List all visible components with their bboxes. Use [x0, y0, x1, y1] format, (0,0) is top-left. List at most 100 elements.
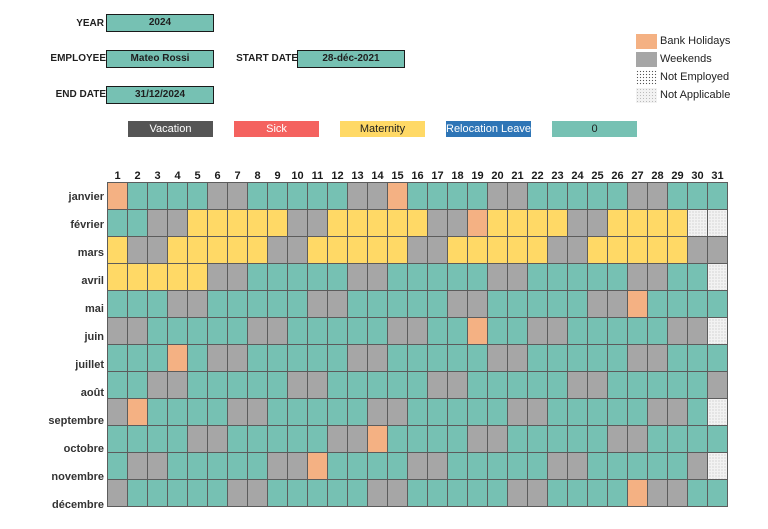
day-cell[interactable]	[567, 371, 588, 399]
day-cell[interactable]	[667, 209, 688, 237]
day-cell[interactable]	[567, 209, 588, 237]
day-cell[interactable]	[587, 479, 608, 507]
day-cell[interactable]	[327, 344, 348, 372]
day-cell[interactable]	[167, 371, 188, 399]
day-cell[interactable]	[547, 371, 568, 399]
day-cell[interactable]	[307, 263, 328, 291]
category-sick[interactable]: Sick	[234, 121, 319, 137]
day-cell[interactable]	[547, 263, 568, 291]
day-cell[interactable]	[467, 371, 488, 399]
day-cell[interactable]	[407, 425, 428, 453]
day-cell[interactable]	[347, 290, 368, 318]
day-cell[interactable]	[687, 452, 708, 480]
day-cell[interactable]	[247, 344, 268, 372]
day-cell[interactable]	[647, 452, 668, 480]
day-cell[interactable]	[247, 182, 268, 210]
day-cell[interactable]	[107, 344, 128, 372]
day-cell[interactable]	[127, 398, 148, 426]
day-cell[interactable]	[247, 452, 268, 480]
day-cell[interactable]	[547, 317, 568, 345]
day-cell[interactable]	[667, 317, 688, 345]
day-cell[interactable]	[427, 371, 448, 399]
day-cell[interactable]	[407, 452, 428, 480]
day-cell[interactable]	[587, 263, 608, 291]
day-cell[interactable]	[347, 398, 368, 426]
day-cell[interactable]	[487, 479, 508, 507]
day-cell[interactable]	[427, 452, 448, 480]
day-cell[interactable]	[627, 425, 648, 453]
day-cell[interactable]	[527, 344, 548, 372]
day-cell[interactable]	[207, 263, 228, 291]
day-cell[interactable]	[607, 398, 628, 426]
day-cell[interactable]	[507, 344, 528, 372]
day-cell[interactable]	[447, 209, 468, 237]
day-cell[interactable]	[687, 371, 708, 399]
day-cell[interactable]	[127, 371, 148, 399]
day-cell[interactable]	[607, 425, 628, 453]
day-cell[interactable]	[527, 290, 548, 318]
day-cell[interactable]	[707, 182, 728, 210]
day-cell[interactable]	[227, 344, 248, 372]
day-cell[interactable]	[467, 290, 488, 318]
day-cell[interactable]	[427, 182, 448, 210]
day-cell[interactable]	[427, 425, 448, 453]
day-cell[interactable]	[287, 209, 308, 237]
day-cell[interactable]	[447, 452, 468, 480]
day-cell[interactable]	[387, 263, 408, 291]
day-cell[interactable]	[647, 290, 668, 318]
day-cell[interactable]	[427, 344, 448, 372]
day-cell[interactable]	[547, 398, 568, 426]
day-cell[interactable]	[447, 398, 468, 426]
day-cell[interactable]	[227, 290, 248, 318]
day-cell[interactable]	[527, 317, 548, 345]
day-cell[interactable]	[547, 182, 568, 210]
day-cell[interactable]	[267, 344, 288, 372]
day-cell[interactable]	[147, 209, 168, 237]
day-cell[interactable]	[707, 479, 728, 507]
day-cell[interactable]	[587, 317, 608, 345]
day-cell[interactable]	[707, 317, 728, 345]
day-cell[interactable]	[547, 236, 568, 264]
day-cell[interactable]	[347, 479, 368, 507]
day-cell[interactable]	[607, 209, 628, 237]
day-cell[interactable]	[107, 182, 128, 210]
category-vacation[interactable]: Vacation	[128, 121, 213, 137]
day-cell[interactable]	[507, 236, 528, 264]
day-cell[interactable]	[347, 425, 368, 453]
day-cell[interactable]	[307, 371, 328, 399]
day-cell[interactable]	[167, 479, 188, 507]
day-cell[interactable]	[187, 182, 208, 210]
day-cell[interactable]	[487, 290, 508, 318]
day-cell[interactable]	[567, 479, 588, 507]
day-cell[interactable]	[247, 425, 268, 453]
day-cell[interactable]	[447, 425, 468, 453]
day-cell[interactable]	[127, 236, 148, 264]
day-cell[interactable]	[567, 425, 588, 453]
day-cell[interactable]	[547, 479, 568, 507]
day-cell[interactable]	[607, 236, 628, 264]
day-cell[interactable]	[367, 317, 388, 345]
day-cell[interactable]	[447, 236, 468, 264]
day-cell[interactable]	[227, 398, 248, 426]
day-cell[interactable]	[227, 371, 248, 399]
day-cell[interactable]	[187, 236, 208, 264]
day-cell[interactable]	[127, 290, 148, 318]
day-cell[interactable]	[107, 236, 128, 264]
day-cell[interactable]	[427, 290, 448, 318]
day-cell[interactable]	[187, 398, 208, 426]
day-cell[interactable]	[707, 236, 728, 264]
day-cell[interactable]	[487, 452, 508, 480]
day-cell[interactable]	[167, 317, 188, 345]
day-cell[interactable]	[267, 236, 288, 264]
day-cell[interactable]	[227, 479, 248, 507]
day-cell[interactable]	[267, 209, 288, 237]
day-cell[interactable]	[347, 317, 368, 345]
day-cell[interactable]	[427, 479, 448, 507]
day-cell[interactable]	[567, 182, 588, 210]
day-cell[interactable]	[187, 290, 208, 318]
day-cell[interactable]	[507, 398, 528, 426]
day-cell[interactable]	[247, 479, 268, 507]
day-cell[interactable]	[367, 290, 388, 318]
day-cell[interactable]	[327, 209, 348, 237]
day-cell[interactable]	[567, 398, 588, 426]
